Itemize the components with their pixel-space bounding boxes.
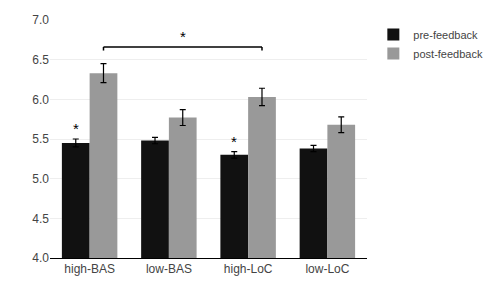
- svg-text:6.0: 6.0: [32, 93, 49, 107]
- svg-text:high-BAS: high-BAS: [64, 262, 115, 276]
- svg-text:6.5: 6.5: [32, 53, 49, 67]
- svg-text:5.0: 5.0: [32, 172, 49, 186]
- svg-text:7.0: 7.0: [32, 13, 49, 27]
- svg-text:post-feedback: post-feedback: [413, 48, 483, 60]
- svg-text:low-BAS: low-BAS: [146, 262, 192, 276]
- svg-text:pre-feedback: pre-feedback: [413, 29, 478, 41]
- svg-text:*: *: [180, 28, 186, 45]
- svg-text:*: *: [231, 133, 237, 150]
- svg-text:*: *: [73, 120, 79, 137]
- svg-text:high-LoC: high-LoC: [224, 262, 273, 276]
- svg-text:5.5: 5.5: [32, 132, 49, 146]
- svg-text:4.5: 4.5: [32, 212, 49, 226]
- svg-text:4.0: 4.0: [32, 251, 49, 265]
- svg-text:low-LoC: low-LoC: [305, 262, 349, 276]
